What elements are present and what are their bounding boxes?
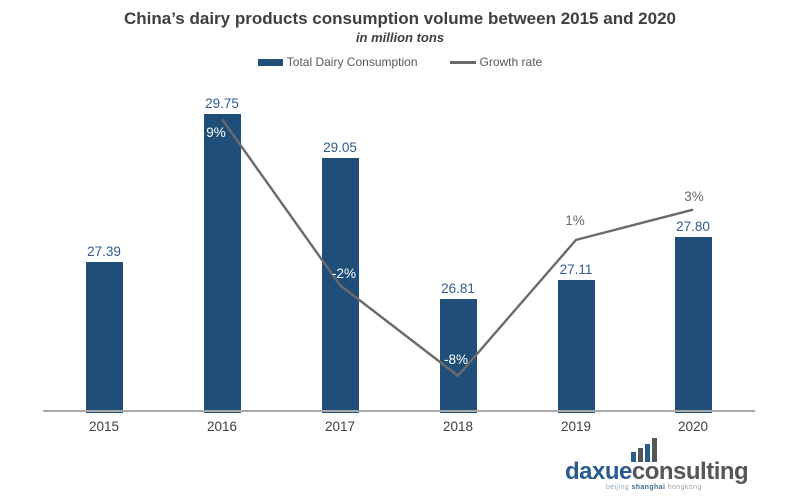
- growth-rate-label-2019: 1%: [565, 213, 585, 228]
- x-axis-line: [43, 410, 755, 412]
- bar-value-label-2016: 29.75: [205, 95, 239, 111]
- legend-label-total-dairy: Total Dairy Consumption: [286, 55, 418, 69]
- x-axis-label-2015: 2015: [88, 419, 120, 434]
- logo-daxue-text: daxue: [565, 458, 632, 485]
- chart-subtitle: in million tons: [355, 30, 445, 45]
- logo-bar-chart-icon: [631, 437, 780, 462]
- legend-item-growth-rate: Growth rate: [449, 55, 543, 69]
- bar-2020: [674, 236, 712, 413]
- bar-value-label-2015: 27.39: [87, 244, 121, 260]
- bar-value-label-2019: 27.11: [559, 262, 593, 278]
- growth-rate-label-2017: -2%: [331, 266, 356, 281]
- bar-series-swatch-icon: [257, 58, 283, 66]
- chart-title: China’s dairy products consumption volum…: [123, 9, 677, 28]
- bar-value-label-2017: 29.05: [323, 139, 357, 155]
- x-axis-label-2018: 2018: [442, 419, 474, 434]
- logo-consulting-text: consulting: [631, 458, 749, 485]
- bar-2017: [321, 157, 359, 413]
- bar-2015: [85, 262, 123, 413]
- daxue-consulting-logo: daxueconsulting beijing shanghai hongkon…: [565, 437, 780, 491]
- growth-rate-label-2018: -8%: [443, 352, 468, 367]
- growth-rate-label-2020: 3%: [684, 189, 704, 204]
- legend: Total Dairy Consumption Growth rate: [0, 55, 800, 69]
- x-axis-label-2017: 2017: [324, 419, 356, 434]
- x-axis-label-2019: 2019: [560, 419, 592, 434]
- x-axis-label-2016: 2016: [206, 419, 238, 434]
- bar-2016: [203, 113, 241, 413]
- x-axis-label-2020: 2020: [677, 419, 709, 434]
- growth-rate-label-2016: 9%: [206, 125, 226, 140]
- bar-value-label-2018: 26.81: [441, 280, 475, 296]
- line-series-swatch-icon: [449, 60, 476, 64]
- logo-tagline: beijing shanghai hongkong: [606, 484, 702, 491]
- legend-label-growth-rate: Growth rate: [479, 55, 543, 69]
- logo-wordmark: daxueconsulting: [565, 458, 780, 485]
- legend-item-total-dairy: Total Dairy Consumption: [257, 55, 418, 69]
- bar-2019: [557, 280, 595, 413]
- bar-value-label-2020: 27.80: [676, 218, 710, 234]
